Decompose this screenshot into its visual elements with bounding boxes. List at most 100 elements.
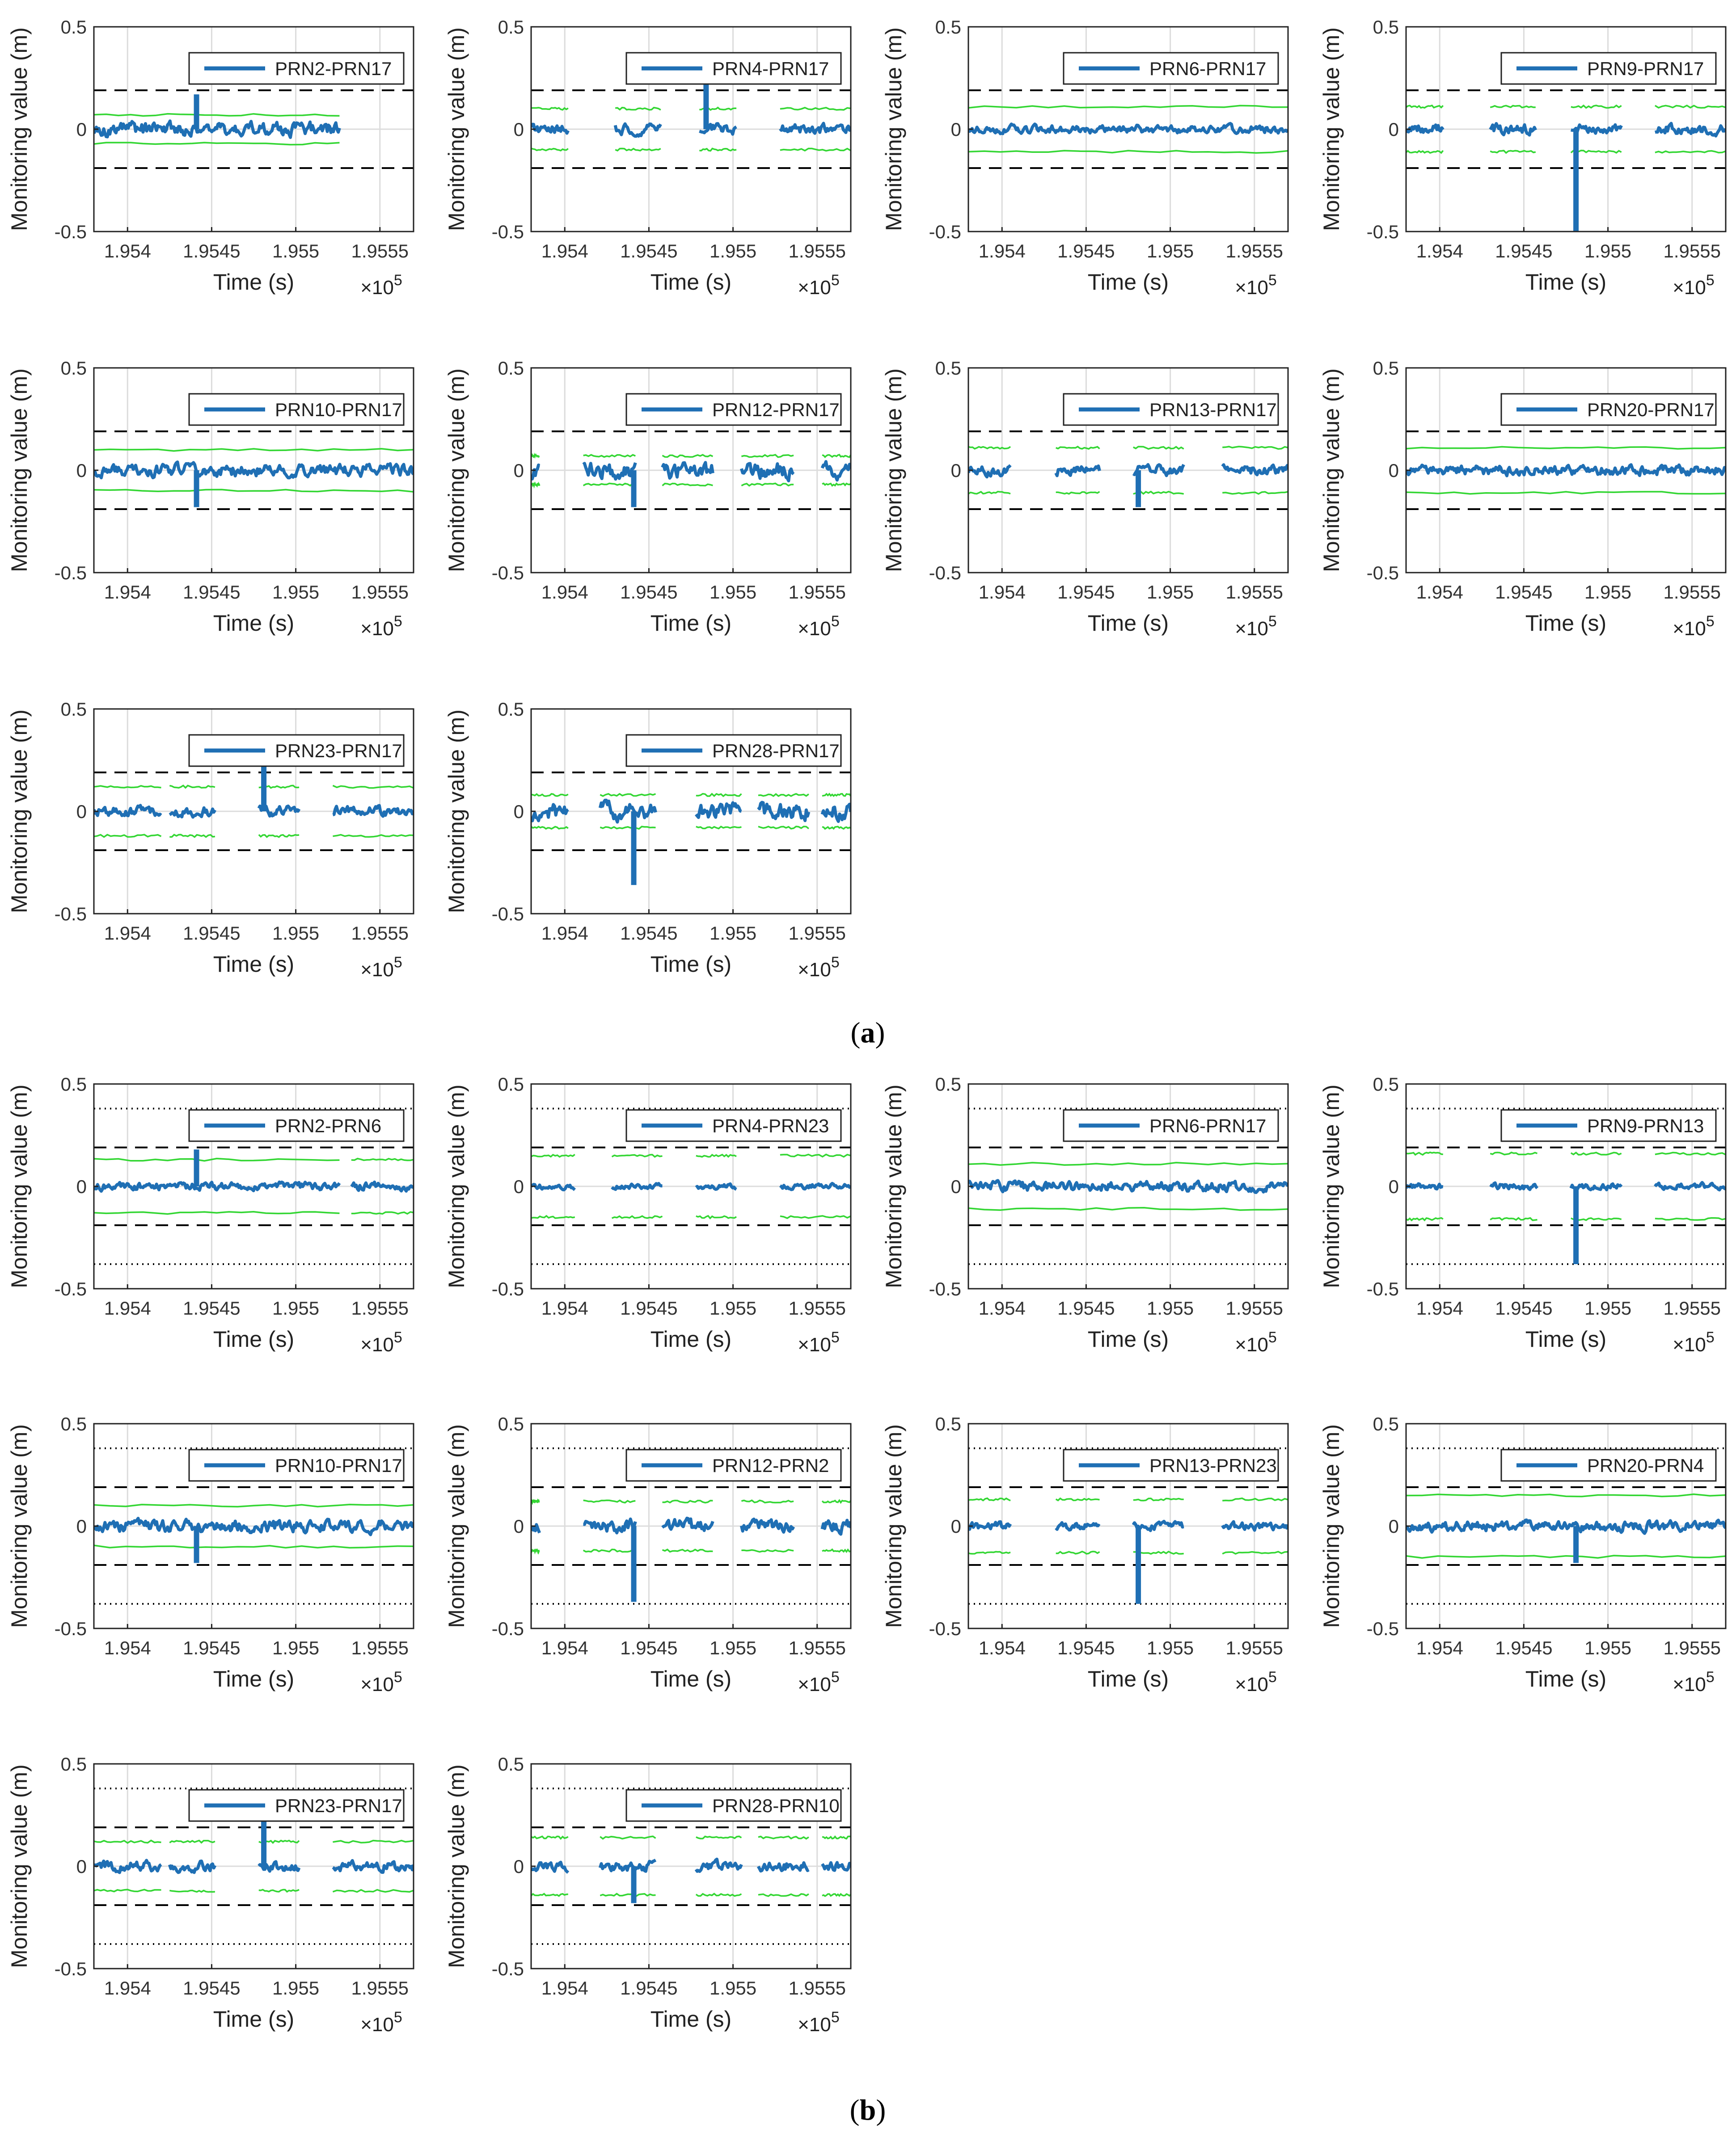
x-exponent: 5 [1706, 272, 1715, 289]
x-tick-label: 1.9555 [351, 240, 409, 261]
data-layer [968, 1107, 1288, 1265]
legend: PRN9-PRN17 [1500, 52, 1717, 85]
x-tick-label: 1.9545 [183, 923, 240, 944]
threshold-line [822, 454, 851, 459]
threshold-line [351, 1211, 414, 1215]
x-axis-label: Time (s) [213, 1666, 294, 1691]
threshold-line [1406, 150, 1444, 154]
x-tick-label: 1.955 [1147, 1298, 1194, 1319]
x-tick-label: 1.9545 [1495, 1637, 1552, 1658]
x-tick-label: 1.9555 [1664, 1298, 1721, 1319]
panel-label-a: (a) [851, 1016, 885, 1049]
y-tick-label: 0.5 [498, 358, 524, 379]
threshold-line [1490, 1217, 1537, 1221]
threshold-line [758, 826, 809, 830]
threshold-line [258, 834, 300, 838]
x-tick-label: 1.9555 [351, 923, 409, 944]
monitoring-series [1221, 463, 1288, 477]
legend-label: PRN10-PRN17 [275, 399, 402, 420]
subplot-prn13-prn23: 1.954 1.9545 1.955 1.9555 -0.5 0 0.5 Time (s) Mo… [881, 1413, 1289, 1695]
y-tick-label: -0.5 [55, 903, 87, 924]
y-tick-label: 0.5 [1373, 17, 1399, 38]
monitoring-series [1569, 1182, 1623, 1192]
threshold-line [333, 1839, 414, 1843]
y-tick-label: 0 [514, 119, 524, 140]
threshold-line [1132, 446, 1184, 450]
x-multiplier: ×10 [1673, 618, 1706, 640]
data-layer [531, 430, 851, 510]
x-multiplier: ×10 [798, 959, 831, 981]
monitoring-series [169, 806, 216, 819]
x-tick-label: 1.9545 [1495, 1298, 1552, 1319]
data-layer [531, 1787, 851, 1945]
x-tick-label: 1.955 [710, 923, 756, 944]
y-tick-label: -0.5 [55, 221, 87, 242]
y-tick-label: 0.5 [498, 1754, 524, 1775]
x-exponent: 5 [831, 613, 840, 630]
y-tick-label: 0 [1389, 1516, 1399, 1537]
legend-label: PRN4-PRN17 [712, 58, 829, 79]
x-multiplier: ×10 [360, 277, 394, 299]
data-layer [531, 771, 851, 885]
y-tick-label: 0 [951, 1516, 961, 1537]
y-tick-label: 0.5 [935, 17, 961, 38]
subplot-prn9-prn13: 1.954 1.9545 1.955 1.9555 -0.5 0 0.5 Time (s) Mo… [1319, 1074, 1727, 1356]
threshold-line [758, 1893, 809, 1897]
threshold-line [780, 106, 851, 111]
x-axis-label: Time (s) [1525, 611, 1606, 636]
threshold-line [968, 1206, 1288, 1211]
x-axis-label: Time (s) [1088, 611, 1169, 636]
x-tick-label: 1.954 [1416, 1637, 1463, 1658]
threshold-line [741, 1499, 794, 1504]
x-multiplier: ×10 [798, 618, 831, 640]
x-tick-label: 1.9555 [1226, 1637, 1283, 1658]
threshold-line [531, 148, 569, 152]
monitoring-series [1489, 1181, 1539, 1191]
subplot-prn2-prn17: 1.954 1.9545 1.955 1.9555 -0.5 0 0.5 Time (s) Mo… [7, 17, 414, 299]
x-axis-label: Time (s) [1088, 1327, 1169, 1352]
x-exponent-label: ×105 [360, 613, 402, 640]
y-tick-label: 0.5 [61, 1413, 87, 1434]
threshold-line [780, 148, 851, 152]
x-tick-label: 1.955 [1584, 582, 1631, 603]
legend-label: PRN12-PRN17 [712, 399, 840, 420]
threshold-line [531, 107, 569, 111]
y-tick-label: 0 [76, 1856, 87, 1877]
y-axis-label: Monitoring value (m) [881, 1424, 906, 1628]
x-multiplier: ×10 [1235, 1674, 1268, 1695]
legend: PRN23-PRN17 [188, 1789, 405, 1822]
x-tick-label: 1.9545 [1495, 582, 1552, 603]
x-exponent: 5 [394, 954, 402, 971]
threshold-line [583, 1499, 636, 1504]
monitoring-series [968, 1520, 1012, 1531]
threshold-line [780, 1153, 851, 1158]
x-exponent: 5 [394, 1669, 402, 1686]
monitoring-series [94, 804, 162, 818]
data-layer [94, 766, 414, 852]
y-tick-label: 0 [76, 1176, 87, 1197]
x-exponent: 5 [1706, 1669, 1715, 1686]
threshold-line [662, 454, 714, 458]
monitoring-series [1655, 122, 1726, 138]
threshold-line [169, 1889, 215, 1893]
x-multiplier: ×10 [360, 959, 394, 981]
threshold-line [94, 142, 340, 146]
threshold-line [1222, 1497, 1288, 1501]
legend-label: PRN9-PRN17 [1587, 58, 1704, 79]
threshold-line [94, 785, 161, 789]
x-tick-label: 1.9545 [183, 582, 240, 603]
x-multiplier: ×10 [1673, 277, 1706, 299]
x-tick-label: 1.9545 [183, 1637, 240, 1658]
legend: PRN12-PRN17 [625, 393, 842, 426]
x-tick-label: 1.9555 [789, 1637, 846, 1658]
y-tick-label: 0.5 [498, 1074, 524, 1095]
y-tick-label: 0 [514, 460, 524, 481]
threshold-line [758, 793, 809, 797]
x-axis-label: Time (s) [650, 1327, 731, 1352]
x-exponent-label: ×105 [1673, 1669, 1715, 1695]
x-tick-label: 1.954 [1416, 582, 1463, 603]
x-axis-label: Time (s) [1088, 1666, 1169, 1691]
threshold-line [1406, 104, 1444, 109]
y-tick-label: -0.5 [492, 903, 524, 924]
